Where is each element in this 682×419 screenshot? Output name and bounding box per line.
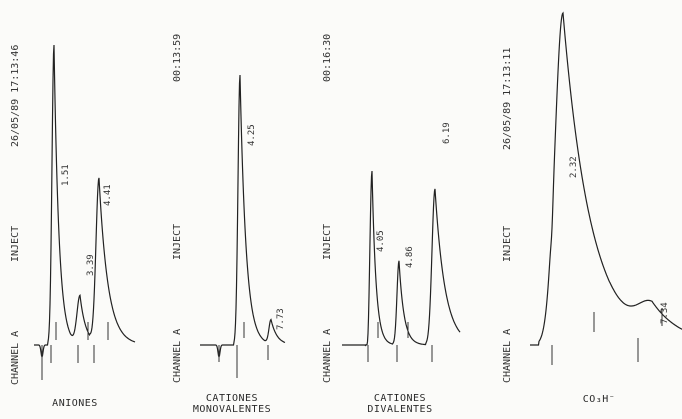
peak-label: 7.73 xyxy=(276,308,286,330)
header-timestamp: 00:13:59 xyxy=(172,34,183,82)
peak-label: 4.05 xyxy=(376,230,386,252)
trace-line xyxy=(342,170,461,347)
header-inject: INJECT xyxy=(10,226,21,262)
header-timestamp: 26/05/89 17:13:46 xyxy=(10,45,21,147)
baseline-ticks xyxy=(218,322,269,378)
baseline-ticks xyxy=(367,322,433,362)
header-channel: CHANNEL A xyxy=(502,329,513,383)
caption-line: CATIONES xyxy=(205,393,259,404)
header-inject: INJECT xyxy=(172,224,183,260)
panel-cationes-divalentes: CHANNEL A INJECT 00:16:30 4.05 4.86 6.19 xyxy=(322,34,461,383)
peak-label: 1.51 xyxy=(61,164,71,186)
caption-line: DIVALENTES xyxy=(367,404,433,415)
caption-aniones: ANIONES xyxy=(0,398,155,409)
caption-co3h: CO₃H⁻ xyxy=(519,394,679,405)
caption-cationes-monovalentes: CATIONES MONOVALENTES xyxy=(152,393,312,415)
baseline-ticks xyxy=(551,308,663,365)
header-channel: CHANNEL A xyxy=(172,329,183,383)
header-inject: INJECT xyxy=(322,224,333,260)
header-channel: CHANNEL A xyxy=(10,331,21,385)
header-timestamp: 26/05/89 17:13:11 xyxy=(502,48,513,150)
caption-cationes-divalentes: CATIONES DIVALENTES xyxy=(320,393,480,415)
caption-line: CATIONES xyxy=(373,393,427,404)
peak-label: 4.41 xyxy=(103,184,113,206)
peak-label: 7.34 xyxy=(660,302,670,324)
peak-label: 4.86 xyxy=(405,246,415,268)
panel-cationes-monovalentes: CHANNEL A INJECT 00:13:59 4.25 7.73 xyxy=(172,34,286,383)
peak-label: 6.19 xyxy=(442,122,452,144)
header-timestamp: 00:16:30 xyxy=(322,34,333,82)
caption-line: CO₃H⁻ xyxy=(582,394,616,405)
peak-label: 4.25 xyxy=(247,124,257,146)
caption-line: ANIONES xyxy=(52,398,98,409)
trace-line xyxy=(200,74,286,359)
trace-line xyxy=(530,11,682,346)
peak-label: 2.32 xyxy=(569,156,579,178)
peak-label: 3.39 xyxy=(86,254,96,276)
baseline-ticks xyxy=(41,322,109,380)
header-inject: INJECT xyxy=(502,226,513,262)
panel-co3h: CHANNEL A INJECT 26/05/89 17:13:11 2.32 … xyxy=(502,11,682,383)
panel-aniones: CHANNEL A INJECT 26/05/89 17:13:46 1.51 … xyxy=(10,44,136,385)
caption-line: MONOVALENTES xyxy=(192,404,272,415)
trace-line xyxy=(34,44,136,359)
header-channel: CHANNEL A xyxy=(322,329,333,383)
